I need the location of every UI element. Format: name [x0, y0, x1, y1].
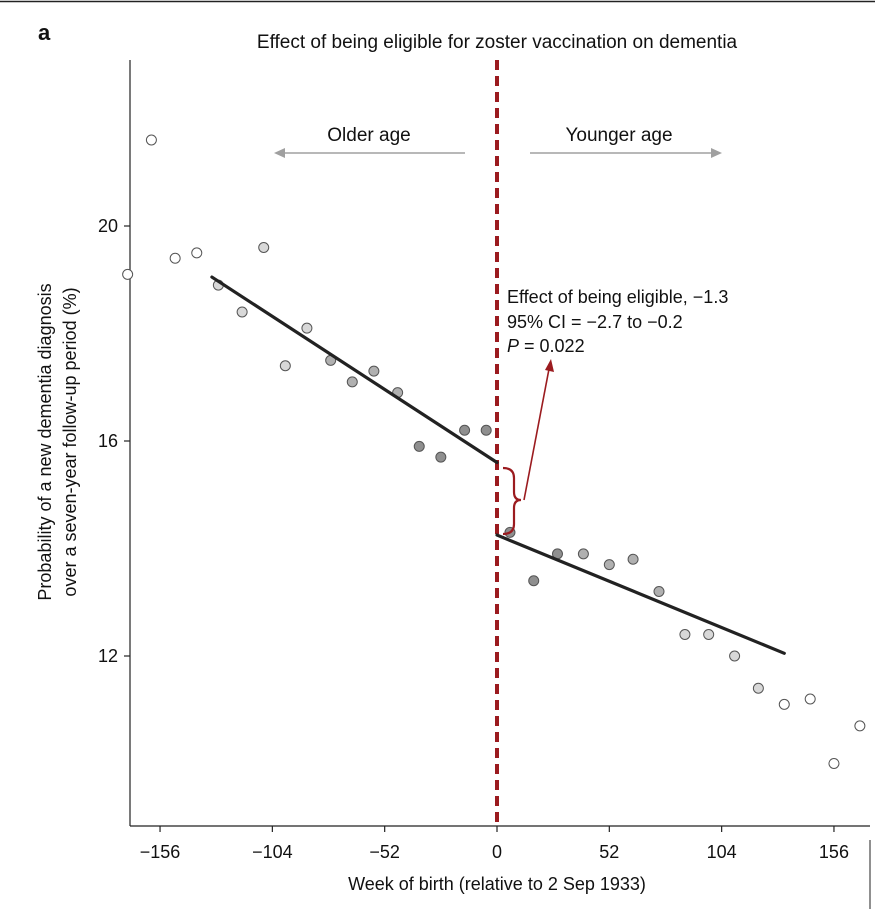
younger-age-arrow: [530, 148, 722, 158]
data-point: [577, 548, 589, 560]
chart-title: Effect of being eligible for zoster vacc…: [257, 32, 738, 53]
data-points: [122, 134, 866, 769]
y-axis-label-line-2: over a seven-year follow-up period (%): [60, 287, 80, 596]
fit-lines: [210, 275, 786, 655]
p-value-label: P = 0.022: [507, 336, 585, 356]
x-tick-label: −52: [369, 842, 400, 862]
data-point: [778, 698, 790, 710]
confidence-interval-label: 95% CI = −2.7 to −0.2: [507, 312, 683, 332]
data-point: [729, 650, 741, 662]
y-tick-label: 12: [98, 646, 118, 666]
panel-label: a: [38, 20, 51, 45]
data-point: [828, 758, 840, 769]
x-tick-label: 104: [707, 842, 737, 862]
x-axis-label: Week of birth (relative to 2 Sep 1933): [348, 874, 646, 894]
data-point: [236, 306, 248, 318]
data-point: [459, 424, 471, 436]
x-tick-label: 52: [599, 842, 619, 862]
data-point: [603, 559, 615, 571]
older-age-label: Older age: [327, 125, 410, 146]
younger-age-label: Younger age: [565, 125, 672, 146]
data-point: [169, 252, 181, 264]
x-axis-ticks: −156 −104 −52 0 52 104 156: [140, 826, 849, 862]
y-tick-label: 20: [98, 216, 118, 236]
data-point: [653, 586, 665, 597]
y-axis-ticks: 12 16 20: [98, 216, 130, 666]
fit-line-before-cutoff: [210, 275, 499, 465]
data-point: [752, 682, 764, 694]
data-point: [435, 451, 447, 463]
data-point: [191, 247, 203, 259]
data-point: [258, 242, 270, 253]
x-tick-label: 0: [492, 842, 502, 862]
data-point: [804, 693, 816, 705]
data-point: [480, 424, 492, 436]
data-point: [368, 365, 380, 377]
data-point: [679, 629, 691, 640]
p-value: = 0.022: [519, 336, 585, 356]
x-tick-label: −156: [140, 842, 181, 862]
data-point: [528, 575, 540, 587]
fit-line-after-cutoff: [495, 533, 786, 655]
data-point: [145, 134, 157, 146]
data-point: [122, 268, 134, 280]
x-tick-label: 156: [819, 842, 849, 862]
data-point: [854, 720, 866, 732]
data-point: [413, 440, 425, 452]
data-point: [627, 553, 639, 565]
older-age-arrow: [274, 148, 465, 158]
x-tick-label: −104: [252, 842, 293, 862]
data-point: [301, 322, 313, 334]
data-point: [703, 629, 715, 640]
annotation-arrow: [523, 359, 554, 501]
data-point: [346, 376, 358, 388]
p-symbol: P: [507, 336, 519, 356]
y-tick-label: 16: [98, 431, 118, 451]
data-point: [279, 360, 291, 372]
discontinuity-brace: [502, 466, 522, 536]
y-axis-label-line-1: Probability of a new dementia diagnosis: [35, 283, 55, 600]
effect-estimate-label: Effect of being eligible, −1.3: [507, 287, 728, 307]
